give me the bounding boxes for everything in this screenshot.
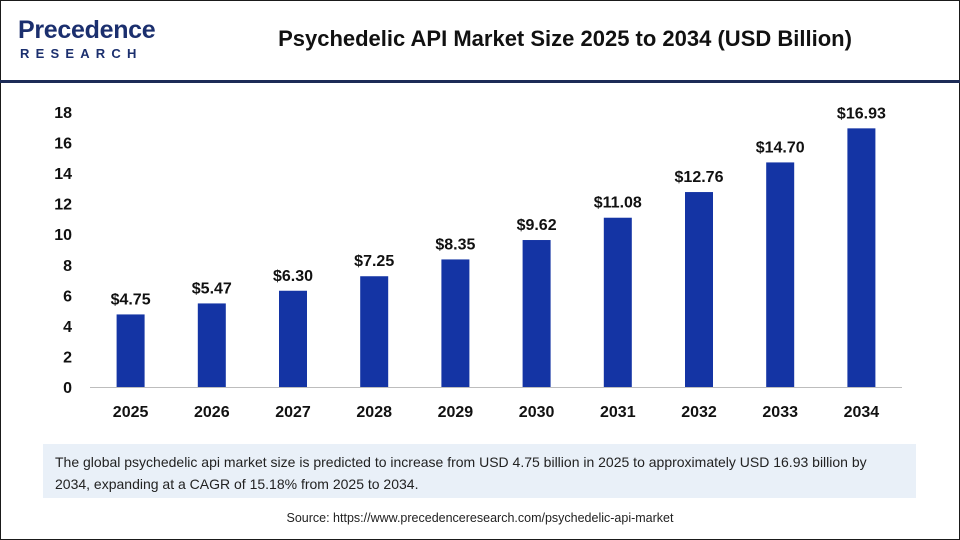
y-tick-label: 6 xyxy=(63,288,72,305)
x-tick-label: 2031 xyxy=(600,404,636,421)
y-tick-label: 2 xyxy=(63,349,72,366)
brand-name: Precedence xyxy=(18,16,156,44)
y-tick-label: 4 xyxy=(63,319,72,336)
x-tick-label: 2030 xyxy=(519,404,555,421)
data-label: $4.75 xyxy=(111,291,151,308)
y-tick-label: 16 xyxy=(54,136,72,153)
data-label: $8.35 xyxy=(435,236,475,253)
x-tick-label: 2029 xyxy=(438,404,474,421)
bar xyxy=(360,276,389,387)
bar xyxy=(522,240,551,387)
x-tick-label: 2033 xyxy=(762,404,798,421)
x-tick-label: 2032 xyxy=(681,404,717,421)
x-tick-label: 2028 xyxy=(356,404,392,421)
bar xyxy=(279,290,307,387)
bar xyxy=(116,314,145,387)
y-tick-label: 12 xyxy=(54,197,72,214)
data-label: $14.70 xyxy=(756,139,805,156)
x-tick-label: 2034 xyxy=(844,404,880,421)
bar xyxy=(197,303,226,387)
bar xyxy=(766,162,795,387)
y-tick-label: 8 xyxy=(63,258,72,275)
brand-subtitle: RESEARCH xyxy=(20,46,143,61)
header-divider xyxy=(0,80,960,83)
data-label: $9.62 xyxy=(517,217,557,234)
y-tick-label: 14 xyxy=(54,166,72,183)
y-tick-label: 0 xyxy=(63,380,72,397)
data-label: $16.93 xyxy=(837,105,886,122)
source-text: Source: https://www.precedenceresearch.c… xyxy=(286,511,674,525)
y-tick-label: 18 xyxy=(54,105,72,122)
chart-title: Psychedelic API Market Size 2025 to 2034… xyxy=(278,26,852,51)
x-tick-label: 2025 xyxy=(113,404,149,421)
bar xyxy=(441,259,470,387)
brand-logo: Precedence RESEARCH xyxy=(18,16,168,66)
bar xyxy=(685,192,713,387)
bar xyxy=(847,128,876,387)
data-label: $6.30 xyxy=(273,268,313,285)
x-tick-label: 2026 xyxy=(194,404,230,421)
bar xyxy=(603,217,632,387)
data-label: $7.25 xyxy=(354,253,394,270)
x-tick-label: 2027 xyxy=(275,404,311,421)
y-tick-label: 10 xyxy=(54,227,72,244)
header: Precedence RESEARCH Psychedelic API Mark… xyxy=(0,0,960,80)
data-label: $12.76 xyxy=(675,169,724,186)
data-label: $5.47 xyxy=(192,280,232,297)
summary-note: The global psychedelic api market size i… xyxy=(43,444,916,498)
bar-chart: 0 2 4 6 8 10 12 14 16 18 $4.75 2025 $5.47 2026 $6.30 20… xyxy=(54,105,902,421)
data-label: $11.08 xyxy=(594,195,642,212)
